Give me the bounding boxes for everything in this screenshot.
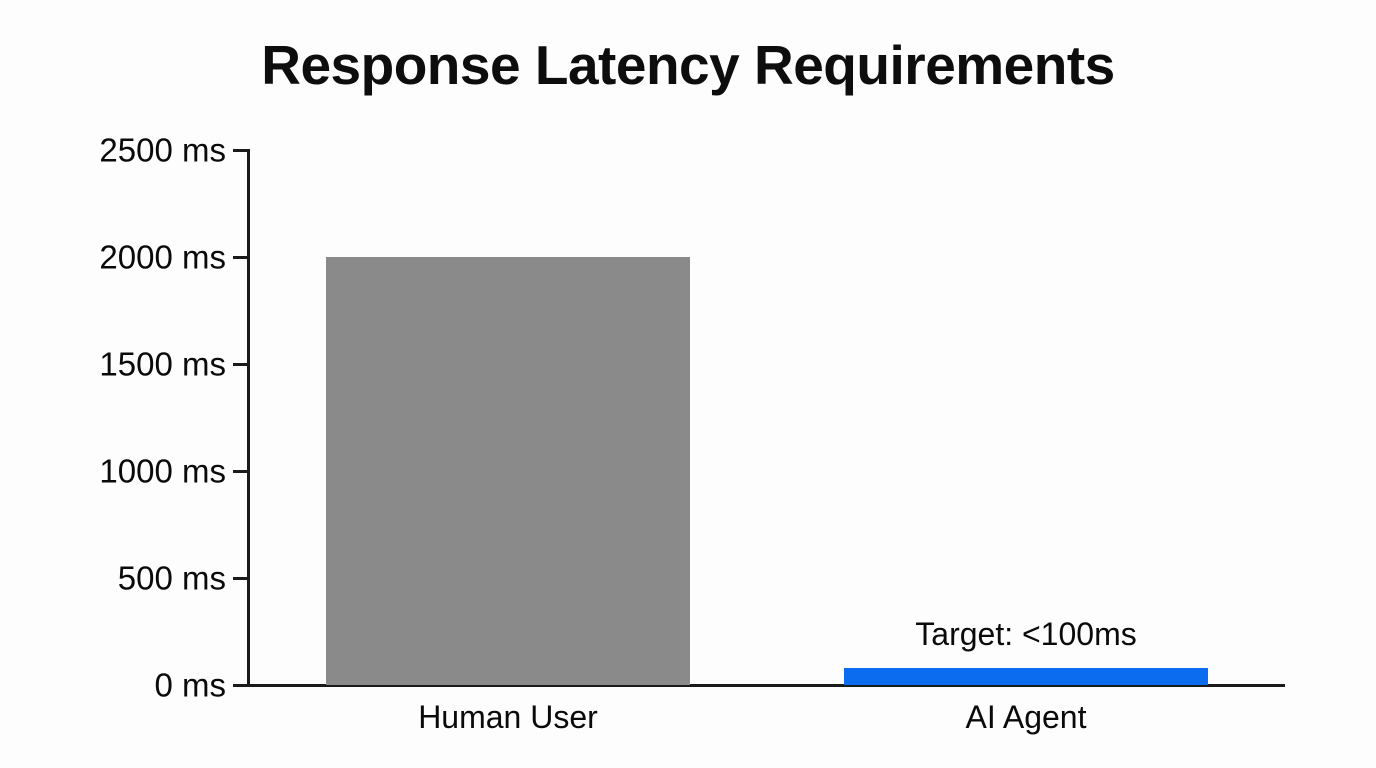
chart-title: Response Latency Requirements	[261, 34, 1115, 96]
bar-human-user	[326, 257, 690, 685]
y-tick-mark-500	[233, 576, 249, 580]
y-tick-mark-1500	[233, 362, 249, 366]
category-label-human-user: Human User	[418, 699, 598, 735]
y-axis-line	[247, 149, 250, 687]
category-label-ai-agent: AI Agent	[965, 699, 1087, 735]
y-tick-label-1000: 1000 ms	[99, 452, 226, 490]
y-tick-label-2500: 2500 ms	[99, 131, 226, 169]
x-axis-line	[247, 684, 1285, 687]
bar-ai-agent	[844, 667, 1208, 685]
y-tick-mark-2000	[233, 255, 249, 259]
y-tick-label-1500: 1500 ms	[99, 345, 226, 383]
annotation-ai-agent: Target: <100ms	[915, 615, 1137, 652]
y-tick-label-2000: 2000 ms	[99, 238, 226, 276]
y-tick-mark-0	[233, 683, 249, 687]
y-tick-mark-1000	[233, 469, 249, 473]
y-tick-label-500: 500 ms	[117, 559, 226, 597]
y-tick-mark-2500	[233, 148, 249, 152]
y-tick-label-0: 0 ms	[154, 666, 226, 704]
